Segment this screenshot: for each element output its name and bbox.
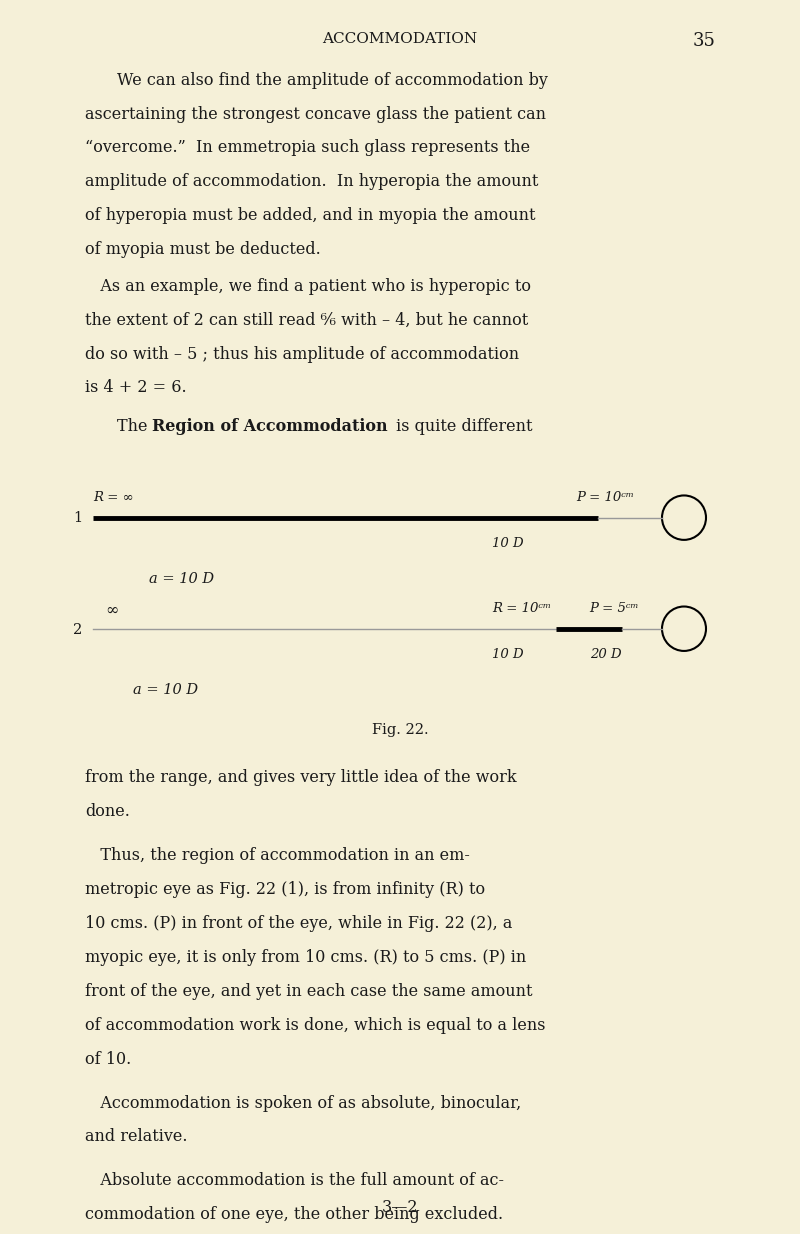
Text: R = 10ᶜᵐ: R = 10ᶜᵐ [492,601,551,615]
Text: do so with – 5 ; thus his amplitude of accommodation: do so with – 5 ; thus his amplitude of a… [85,346,519,363]
Text: from the range, and gives very little idea of the work: from the range, and gives very little id… [85,769,517,786]
Text: metropic eye as Fig. 22 (1), is from infinity (R) to: metropic eye as Fig. 22 (1), is from inf… [85,881,485,898]
Text: of hyperopia must be added, and in myopia the amount: of hyperopia must be added, and in myopi… [85,207,535,225]
Text: a = 10 D: a = 10 D [133,682,198,697]
Text: ascertaining the strongest concave glass the patient can: ascertaining the strongest concave glass… [85,106,546,122]
Text: amplitude of accommodation.  In hyperopia the amount: amplitude of accommodation. In hyperopia… [85,173,538,190]
Text: P = 10ᶜᵐ: P = 10ᶜᵐ [576,490,634,503]
Text: commodation of one eye, the other being excluded.: commodation of one eye, the other being … [85,1206,503,1223]
Text: 3—2: 3—2 [382,1199,418,1217]
Text: of myopia must be deducted.: of myopia must be deducted. [85,241,321,258]
Text: We can also find the amplitude of accommodation by: We can also find the amplitude of accomm… [117,72,548,89]
Text: is 4 + 2 = 6.: is 4 + 2 = 6. [85,379,186,396]
Text: Region of Accommodation: Region of Accommodation [152,418,388,436]
Text: 35: 35 [692,32,715,51]
Text: of accommodation work is done, which is equal to a lens: of accommodation work is done, which is … [85,1017,546,1034]
Text: ACCOMMODATION: ACCOMMODATION [322,32,478,46]
Text: 1: 1 [73,511,82,526]
Text: the extent of 2 can still read ⁶⁄₆ with – 4, but he cannot: the extent of 2 can still read ⁶⁄₆ with … [85,311,528,328]
Text: of 10.: of 10. [85,1050,131,1067]
Text: Accommodation is spoken of as absolute, binocular,: Accommodation is spoken of as absolute, … [85,1095,522,1112]
Text: and relative.: and relative. [85,1128,187,1145]
Text: 10 D: 10 D [492,537,524,550]
Text: 20 D: 20 D [590,648,622,661]
Text: The: The [117,418,153,436]
Text: 10 D: 10 D [492,648,524,661]
Text: is quite different: is quite different [390,418,532,436]
Text: a = 10 D: a = 10 D [149,571,214,586]
Text: done.: done. [85,803,130,821]
Text: ∞: ∞ [105,601,118,618]
Text: myopic eye, it is only from 10 cms. (R) to 5 cms. (P) in: myopic eye, it is only from 10 cms. (R) … [85,949,526,966]
Text: R = ∞: R = ∞ [93,490,134,503]
Text: 2: 2 [73,622,82,637]
Text: “overcome.”  In emmetropia such glass represents the: “overcome.” In emmetropia such glass rep… [85,139,530,157]
Text: Fig. 22.: Fig. 22. [372,722,428,737]
Text: Thus, the region of accommodation in an em-: Thus, the region of accommodation in an … [85,847,470,864]
Text: As an example, we find a patient who is hyperopic to: As an example, we find a patient who is … [85,278,531,295]
Text: Absolute accommodation is the full amount of ac-: Absolute accommodation is the full amoun… [85,1172,504,1190]
Text: 10 cms. (P) in front of the eye, while in Fig. 22 (2), a: 10 cms. (P) in front of the eye, while i… [85,914,512,932]
Text: front of the eye, and yet in each case the same amount: front of the eye, and yet in each case t… [85,982,533,1000]
Text: P = 5ᶜᵐ: P = 5ᶜᵐ [590,601,639,615]
